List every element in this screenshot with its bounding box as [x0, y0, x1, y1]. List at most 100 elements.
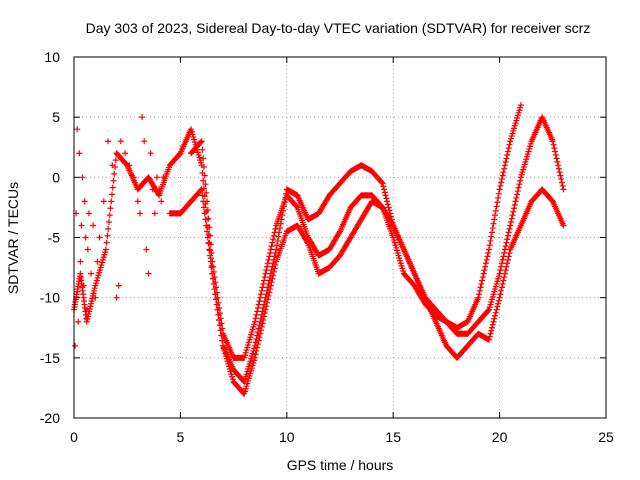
data-point [381, 189, 388, 196]
data-point [270, 272, 277, 279]
data-point [267, 282, 274, 289]
data-point [497, 267, 504, 274]
data-point [492, 212, 499, 219]
data-point [106, 212, 113, 219]
data-point [151, 210, 158, 217]
data-point [499, 256, 506, 263]
data-point [218, 332, 225, 339]
data-point [265, 256, 272, 263]
data-point [143, 246, 150, 253]
data-point [505, 253, 512, 260]
data-point [76, 150, 83, 157]
data-point [210, 275, 217, 282]
data-point [272, 225, 279, 232]
data-point [494, 303, 501, 310]
data-point [497, 182, 504, 189]
data-point [489, 225, 496, 232]
data-point [550, 141, 557, 148]
data-point [85, 210, 92, 217]
data-point [491, 315, 498, 322]
data-point [79, 174, 86, 181]
data-point [216, 322, 223, 329]
data-point [266, 253, 273, 260]
data-point [274, 237, 281, 244]
data-point [497, 291, 504, 298]
data-point [197, 139, 204, 146]
data-point [130, 174, 137, 181]
data-point [202, 216, 209, 223]
data-point [160, 174, 167, 181]
data-point [100, 198, 107, 205]
data-point [209, 270, 216, 277]
data-point [507, 222, 514, 229]
data-point [495, 300, 502, 307]
data-point [206, 246, 213, 253]
series-track-b [188, 114, 567, 361]
data-point [200, 198, 207, 205]
data-point [257, 327, 264, 334]
data-point [201, 172, 208, 179]
data-point [558, 179, 565, 186]
data-point [501, 165, 508, 172]
data-point [111, 170, 118, 177]
data-point [384, 201, 391, 208]
data-point [500, 277, 507, 284]
data-point [272, 262, 279, 269]
data-point [213, 301, 220, 308]
data-point [271, 229, 278, 236]
data-point [261, 274, 268, 281]
data-point [258, 287, 265, 294]
data-point [489, 229, 495, 236]
data-point [147, 150, 154, 157]
data-point [505, 229, 512, 236]
x-tick-label: 0 [70, 429, 78, 445]
tick-labels: 0 5 10 15 20 25 -20 -15 -10 -5 0 5 10 [40, 49, 614, 445]
data-point [211, 286, 218, 293]
data-point [139, 114, 146, 121]
data-point [216, 317, 223, 324]
data-point [202, 181, 209, 188]
data-point [145, 270, 152, 277]
data-point [96, 234, 103, 241]
data-point [488, 327, 495, 334]
data-point [255, 301, 262, 308]
data-point [498, 176, 505, 183]
data-point [254, 341, 261, 348]
data-point [503, 263, 510, 270]
data-point [492, 309, 499, 316]
data-point [493, 203, 500, 210]
data-point [514, 191, 521, 198]
data-point [498, 263, 505, 270]
data-point [201, 210, 208, 217]
data-point [557, 172, 564, 179]
chart-title: Day 303 of 2023, Sidereal Day-to-day VTE… [86, 20, 591, 36]
data-point [500, 169, 507, 176]
data-point [552, 148, 559, 155]
data-point [491, 216, 498, 223]
data-point [264, 260, 271, 267]
data-point [109, 162, 116, 169]
data-point [204, 234, 211, 241]
data-point [506, 249, 513, 256]
data-point [113, 294, 120, 301]
data-point [486, 242, 493, 249]
data-point [199, 146, 206, 153]
data-point [115, 282, 122, 289]
data-points [71, 102, 567, 397]
data-point [517, 102, 524, 109]
data-point [110, 177, 117, 184]
x-tick-label: 15 [385, 429, 401, 445]
x-tick-label: 10 [279, 429, 295, 445]
data-point [485, 249, 492, 256]
data-point [484, 253, 491, 260]
data-point [502, 243, 509, 250]
data-point [102, 246, 109, 253]
data-point [257, 294, 264, 301]
plot-frame [73, 56, 607, 419]
data-point [258, 323, 265, 330]
data-point [496, 186, 503, 193]
data-point [255, 337, 262, 344]
data-point [495, 194, 502, 201]
data-point [502, 267, 509, 274]
